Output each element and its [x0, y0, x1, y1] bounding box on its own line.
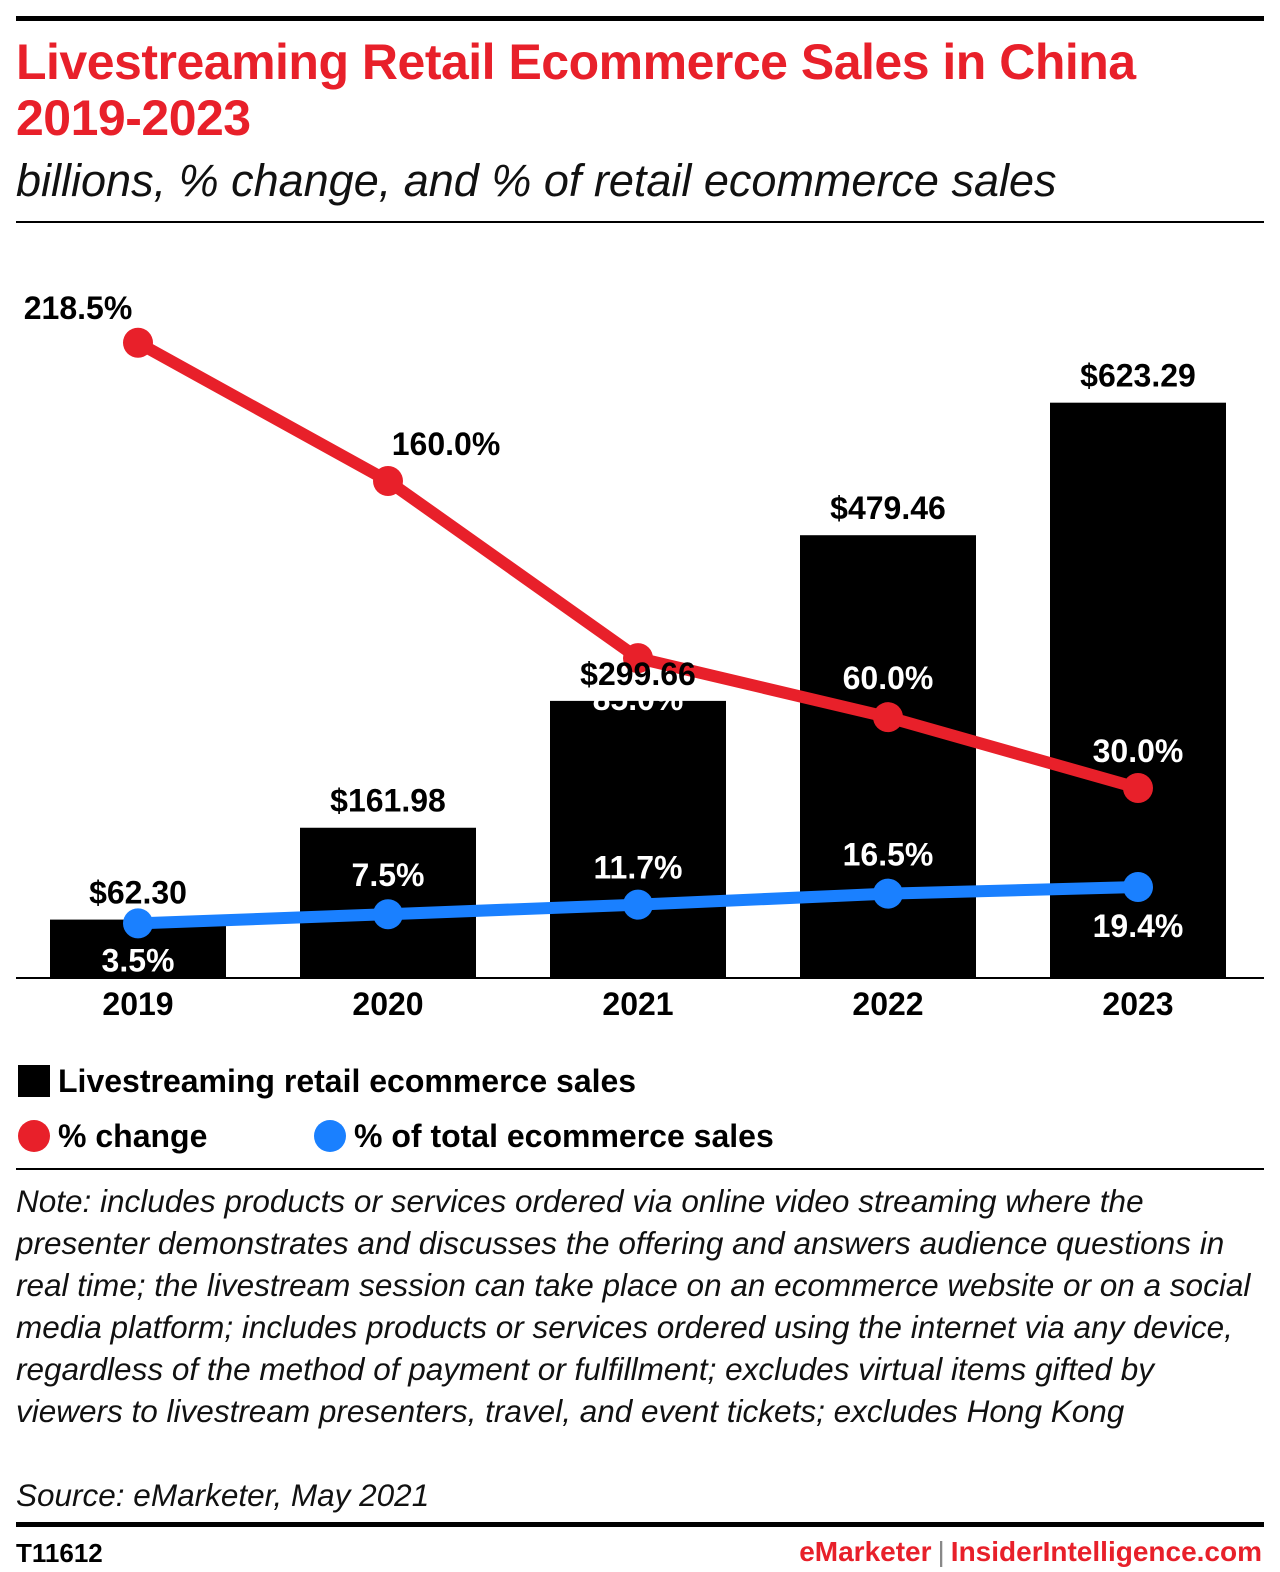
chart-title: Livestreaming Retail Ecommerce Sales in …: [16, 34, 1136, 146]
x-tick-2023: 2023: [1102, 986, 1173, 1022]
legend-row-bars: Livestreaming retail ecommerce sales: [18, 1061, 636, 1101]
subtitle-rule: [16, 221, 1264, 223]
top-rule: [16, 16, 1264, 21]
change-label-2021: 85.0%: [593, 681, 684, 717]
share-label-2019: 3.5%: [102, 942, 175, 978]
x-tick-2020: 2020: [352, 986, 423, 1022]
share-label-2020: 7.5%: [352, 857, 425, 893]
legend-item-share: % of total ecommerce sales: [314, 1118, 774, 1155]
bar-label-2020: $161.98: [330, 783, 446, 819]
legend-item-sales: Livestreaming retail ecommerce sales: [18, 1063, 636, 1100]
combo-chart: 2019 2020 2021 2022 2023 $62.30 $161.98 $299.66…: [16, 290, 1264, 1022]
lines-layer: [123, 327, 1153, 939]
labels-layer: 2019 2020 2021 2022 2023 $62.30 $161.98 $299.66…: [24, 290, 1196, 1022]
share-point-2021: [623, 889, 653, 920]
legend-label-share: % of total ecommerce sales: [354, 1117, 774, 1154]
legend-swatch-share: [314, 1120, 346, 1152]
bar-label-2019: $62.30: [89, 875, 187, 911]
change-label-2020: 160.0%: [392, 426, 501, 462]
legend-swatch-change: [18, 1120, 50, 1152]
x-tick-2021: 2021: [602, 986, 673, 1022]
x-tick-2022: 2022: [852, 986, 923, 1022]
change-label-2023: 30.0%: [1093, 733, 1184, 769]
change-point-2019: [123, 327, 153, 358]
legend-item-change: % change: [18, 1118, 314, 1155]
change-point-2023: [1123, 773, 1153, 804]
legend-label-sales: Livestreaming retail ecommerce sales: [58, 1062, 637, 1099]
bar-label-2023: $623.29: [1080, 358, 1196, 394]
legend-swatch-sales: [18, 1065, 50, 1097]
share-label-2023: 19.4%: [1093, 908, 1184, 944]
x-tick-2019: 2019: [102, 986, 173, 1022]
chart-subtitle: billions, % change, and % of retail ecom…: [16, 155, 1057, 206]
share-point-2023: [1123, 872, 1153, 903]
brand-insider-intelligence[interactable]: InsiderIntelligence.com: [950, 1536, 1262, 1567]
legend-row-lines: % change % of total ecommerce sales: [18, 1116, 774, 1156]
change-label-2022: 60.0%: [843, 660, 934, 696]
bottom-rule: [16, 1522, 1264, 1527]
bar-2022: [800, 535, 976, 977]
source-line: Source: eMarketer, May 2021: [16, 1477, 430, 1513]
change-point-2020: [373, 465, 403, 496]
bar-2021: [550, 700, 726, 977]
footnote: Note: includes products or services orde…: [16, 1183, 1251, 1429]
share-label-2022: 16.5%: [843, 837, 934, 873]
change-point-2022: [873, 702, 903, 733]
share-point-2022: [873, 878, 903, 909]
chart-id: T11612: [16, 1538, 103, 1568]
change-label-2019: 218.5%: [24, 290, 133, 326]
bar-label-2021: $299.66: [580, 656, 696, 692]
brand-separator: |: [937, 1536, 945, 1567]
share-point-2019: [123, 908, 153, 939]
bar-label-2022: $479.46: [830, 490, 946, 526]
share-label-2021: 11.7%: [594, 850, 683, 886]
brand-emarketer[interactable]: eMarketer: [799, 1536, 932, 1567]
change-point-2021: [623, 643, 653, 674]
legend-label-change: % change: [58, 1117, 208, 1154]
share-point-2020: [373, 899, 403, 930]
legend-rule: [16, 1168, 1264, 1170]
footer-brand: eMarketer | InsiderIntelligence.com: [799, 1536, 1262, 1568]
